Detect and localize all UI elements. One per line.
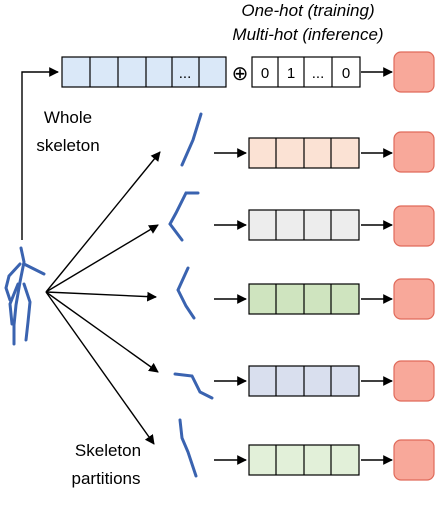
onehot-cell-1: 0 bbox=[261, 65, 269, 82]
whole-label: Whole bbox=[44, 108, 92, 127]
onehot-cell-2: 1 bbox=[287, 65, 295, 82]
oplus-symbol: ⊕ bbox=[232, 63, 249, 85]
output-box-3 bbox=[393, 278, 435, 320]
top-feature-row: ... bbox=[61, 56, 227, 88]
header-training-label: One-hot (training) bbox=[241, 1, 374, 20]
partition-4-skeleton bbox=[173, 372, 214, 400]
partition-2-skeleton bbox=[168, 191, 200, 242]
header-inference-label: Multi-hot (inference) bbox=[232, 25, 383, 44]
top-feature-ellipsis: ... bbox=[179, 65, 192, 82]
onehot-cell-4: 0 bbox=[342, 65, 350, 82]
output-box-5 bbox=[393, 439, 435, 481]
output-box-1 bbox=[393, 131, 435, 173]
partitions-label-2: partitions bbox=[72, 469, 141, 488]
partition-row-5 bbox=[214, 439, 435, 481]
output-box-2 bbox=[393, 205, 435, 247]
partition-1-skeleton bbox=[180, 112, 203, 167]
top-feature-box bbox=[61, 56, 227, 88]
top-output-box bbox=[393, 51, 435, 93]
skeleton-label: skeleton bbox=[36, 136, 99, 155]
partitions-label-1: Skeleton bbox=[75, 441, 141, 460]
partition-5-skeleton bbox=[178, 418, 198, 478]
onehot-cell-3: ... bbox=[312, 65, 325, 82]
output-box-4 bbox=[393, 360, 435, 402]
partition-3-skeleton bbox=[176, 266, 196, 320]
whole-skeleton-arrow bbox=[21, 67, 59, 240]
partition-arrows bbox=[45, 151, 161, 445]
whole-skeleton-figure bbox=[4, 246, 46, 346]
partition-row-3 bbox=[214, 278, 435, 320]
partition-row-2 bbox=[214, 205, 435, 247]
partition-row-4 bbox=[214, 360, 435, 402]
partition-row-1 bbox=[214, 131, 435, 173]
onehot-vector: 0 1 ... 0 bbox=[251, 56, 361, 88]
